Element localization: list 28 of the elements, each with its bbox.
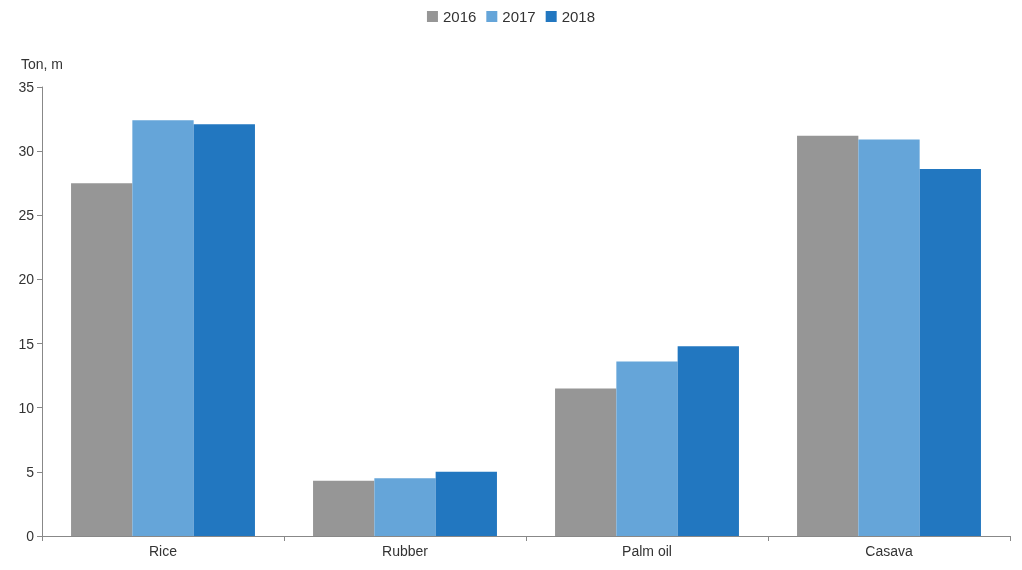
- y-tick-label: 5: [26, 463, 35, 480]
- bar: [193, 124, 255, 536]
- y-tick-label: 15: [18, 335, 35, 352]
- bar: [71, 183, 133, 536]
- x-tick-label: Rice: [148, 543, 178, 559]
- y-tick-label: 30: [18, 143, 35, 160]
- bar: [858, 139, 920, 536]
- y-tick-label: 25: [18, 207, 35, 224]
- legend-label: 2017: [502, 8, 536, 25]
- y-tick-label: 20: [18, 271, 35, 288]
- x-tick-label: Rubber: [382, 543, 429, 559]
- bar: [313, 480, 375, 536]
- x-tick-label: Casava: [865, 543, 913, 559]
- bar: [435, 471, 497, 536]
- legend-label: 2016: [442, 8, 477, 25]
- y-tick-label: 10: [18, 399, 35, 416]
- bar: [677, 346, 739, 536]
- y-tick-label: 35: [18, 79, 35, 95]
- bar: [555, 388, 617, 536]
- bar: [797, 135, 859, 536]
- legend-label: 2018: [561, 8, 596, 25]
- y-tick-label: 0: [26, 528, 35, 544]
- bar: [374, 478, 436, 536]
- bar: [616, 361, 678, 536]
- bar: [919, 169, 981, 536]
- y-axis-title: Ton, m: [20, 56, 64, 72]
- x-tick-label: Palm oil: [622, 543, 672, 559]
- bar: [132, 120, 194, 536]
